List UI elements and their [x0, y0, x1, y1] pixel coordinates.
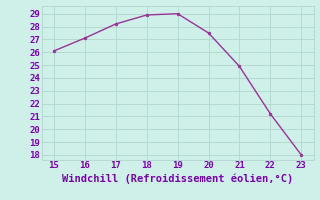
- X-axis label: Windchill (Refroidissement éolien,°C): Windchill (Refroidissement éolien,°C): [62, 173, 293, 184]
